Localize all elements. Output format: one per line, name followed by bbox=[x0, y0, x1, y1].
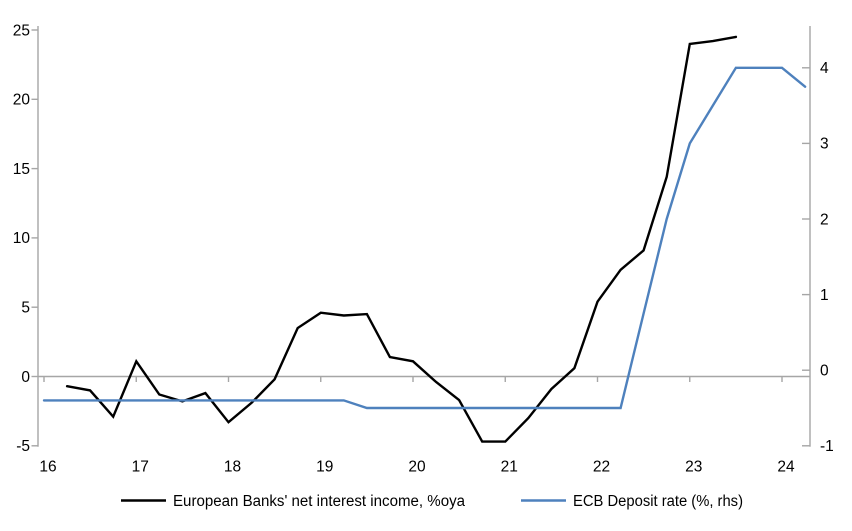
series-layer bbox=[42, 35, 807, 443]
right-axis-tick-label: 4 bbox=[820, 60, 829, 77]
right-axis-tick-label: 3 bbox=[820, 136, 829, 153]
x-axis-tick-label: 18 bbox=[224, 459, 241, 476]
left-axis-tick-label: 15 bbox=[13, 161, 30, 178]
right-axis-tick-label: 2 bbox=[820, 211, 829, 228]
legend-label-ecb-rate: ECB Deposit rate (%, rhs) bbox=[573, 493, 743, 510]
left-axis-tick-label: 25 bbox=[13, 22, 30, 39]
right-axis-tick-label: 0 bbox=[820, 363, 829, 380]
axes-layer bbox=[31, 26, 811, 447]
chart-legend: European Banks' net interest income, %oy… bbox=[121, 493, 743, 510]
legend-label-nii: European Banks' net interest income, %oy… bbox=[173, 493, 465, 510]
x-axis-tick-label: 19 bbox=[316, 459, 333, 476]
x-axis-tick-label: 21 bbox=[501, 459, 518, 476]
series-line-ecb-deposit-rate bbox=[42, 66, 807, 410]
x-axis-tick-label: 17 bbox=[132, 459, 149, 476]
x-axis-tick-label: 16 bbox=[39, 459, 56, 476]
x-axis-tick-label: 20 bbox=[408, 459, 426, 476]
right-axis-tick-label: -1 bbox=[820, 438, 834, 455]
x-axis-tick-label: 22 bbox=[593, 459, 610, 476]
right-axis-tick-label: 1 bbox=[820, 287, 829, 304]
left-axis-tick-label: 20 bbox=[13, 92, 31, 109]
left-axis-tick-label: 0 bbox=[21, 369, 30, 386]
x-axis-tick-label: 23 bbox=[685, 459, 702, 476]
left-axis-tick-label: -5 bbox=[16, 438, 30, 455]
series-line-net-interest-income bbox=[65, 35, 738, 443]
x-axis-tick-label: 24 bbox=[777, 459, 795, 476]
left-axis-tick-label: 10 bbox=[13, 230, 31, 247]
left-axis-tick-label: 5 bbox=[21, 300, 30, 317]
